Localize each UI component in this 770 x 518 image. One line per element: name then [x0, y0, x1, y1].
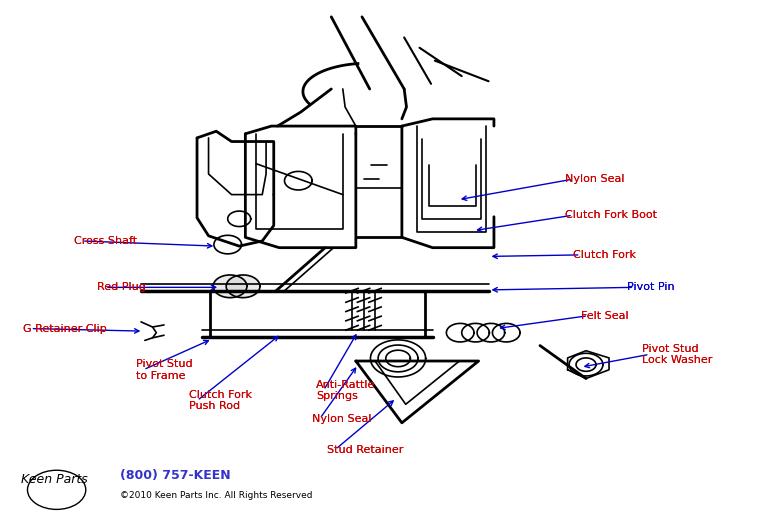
Text: Pivot Pin: Pivot Pin	[627, 282, 675, 292]
Text: Anti-Rattle
Springs: Anti-Rattle Springs	[316, 380, 375, 401]
Text: G Retainer Clip: G Retainer Clip	[23, 324, 106, 334]
Text: Stud Retainer: Stud Retainer	[327, 444, 403, 455]
Text: Nylon Seal: Nylon Seal	[312, 414, 372, 424]
Text: Pivot Stud
Lock Washer: Pivot Stud Lock Washer	[642, 343, 712, 365]
Text: Anti-Rattle
Springs: Anti-Rattle Springs	[316, 380, 375, 401]
Text: Clutch Fork: Clutch Fork	[573, 250, 636, 260]
Text: Cross Shaft: Cross Shaft	[74, 236, 137, 246]
Polygon shape	[213, 275, 247, 298]
Text: G Retainer Clip: G Retainer Clip	[23, 324, 106, 334]
Text: Felt Seal: Felt Seal	[581, 311, 628, 321]
Text: Cross Shaft: Cross Shaft	[74, 236, 137, 246]
Text: Pivot Stud
to Frame: Pivot Stud to Frame	[136, 359, 192, 381]
Text: (800) 757-KEEN: (800) 757-KEEN	[120, 469, 231, 482]
Polygon shape	[226, 275, 260, 298]
Text: Pivot Pin: Pivot Pin	[627, 282, 675, 292]
Text: Nylon Seal: Nylon Seal	[565, 174, 624, 184]
Text: Red Plug: Red Plug	[97, 282, 146, 292]
Text: Clutch Fork
Push Rod: Clutch Fork Push Rod	[189, 390, 253, 411]
Text: Stud Retainer: Stud Retainer	[327, 444, 403, 455]
Text: Nylon Seal: Nylon Seal	[565, 174, 624, 184]
Text: Clutch Fork: Clutch Fork	[573, 250, 636, 260]
Text: Clutch Fork Boot: Clutch Fork Boot	[565, 210, 658, 220]
Text: Keen Parts: Keen Parts	[21, 473, 87, 486]
Text: Nylon Seal: Nylon Seal	[312, 414, 372, 424]
Text: ©2010 Keen Parts Inc. All Rights Reserved: ©2010 Keen Parts Inc. All Rights Reserve…	[120, 491, 313, 500]
Text: Pivot Stud
Lock Washer: Pivot Stud Lock Washer	[642, 343, 712, 365]
Text: Clutch Fork
Push Rod: Clutch Fork Push Rod	[189, 390, 253, 411]
Text: Red Plug: Red Plug	[97, 282, 146, 292]
Text: Clutch Fork Boot: Clutch Fork Boot	[565, 210, 658, 220]
Text: Felt Seal: Felt Seal	[581, 311, 628, 321]
Text: Pivot Stud
to Frame: Pivot Stud to Frame	[136, 359, 192, 381]
